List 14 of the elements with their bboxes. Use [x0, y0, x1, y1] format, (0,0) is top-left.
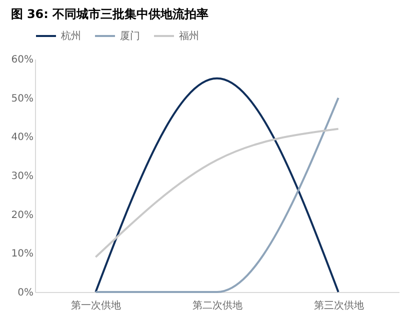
y-tick-label: 30%: [11, 171, 34, 182]
legend-label: 福州: [179, 30, 199, 42]
x-tick-label: 第一次供地: [71, 300, 122, 312]
x-tick-label: 第二次供地: [192, 300, 242, 312]
y-tick-label: 0%: [18, 288, 34, 298]
y-tick-label: 40%: [11, 132, 34, 144]
legend-label: 杭州: [60, 30, 81, 42]
chart-title: 图 36: 不同城市三批集中供地流拍率: [10, 7, 209, 21]
legend-label: 厦门: [120, 30, 140, 42]
y-tick-label: 10%: [11, 248, 34, 260]
y-tick-label: 50%: [11, 93, 34, 104]
x-tick-label: 第三次供地: [314, 300, 364, 312]
y-tick-label: 20%: [11, 210, 34, 221]
y-tick-label: 60%: [11, 54, 34, 66]
